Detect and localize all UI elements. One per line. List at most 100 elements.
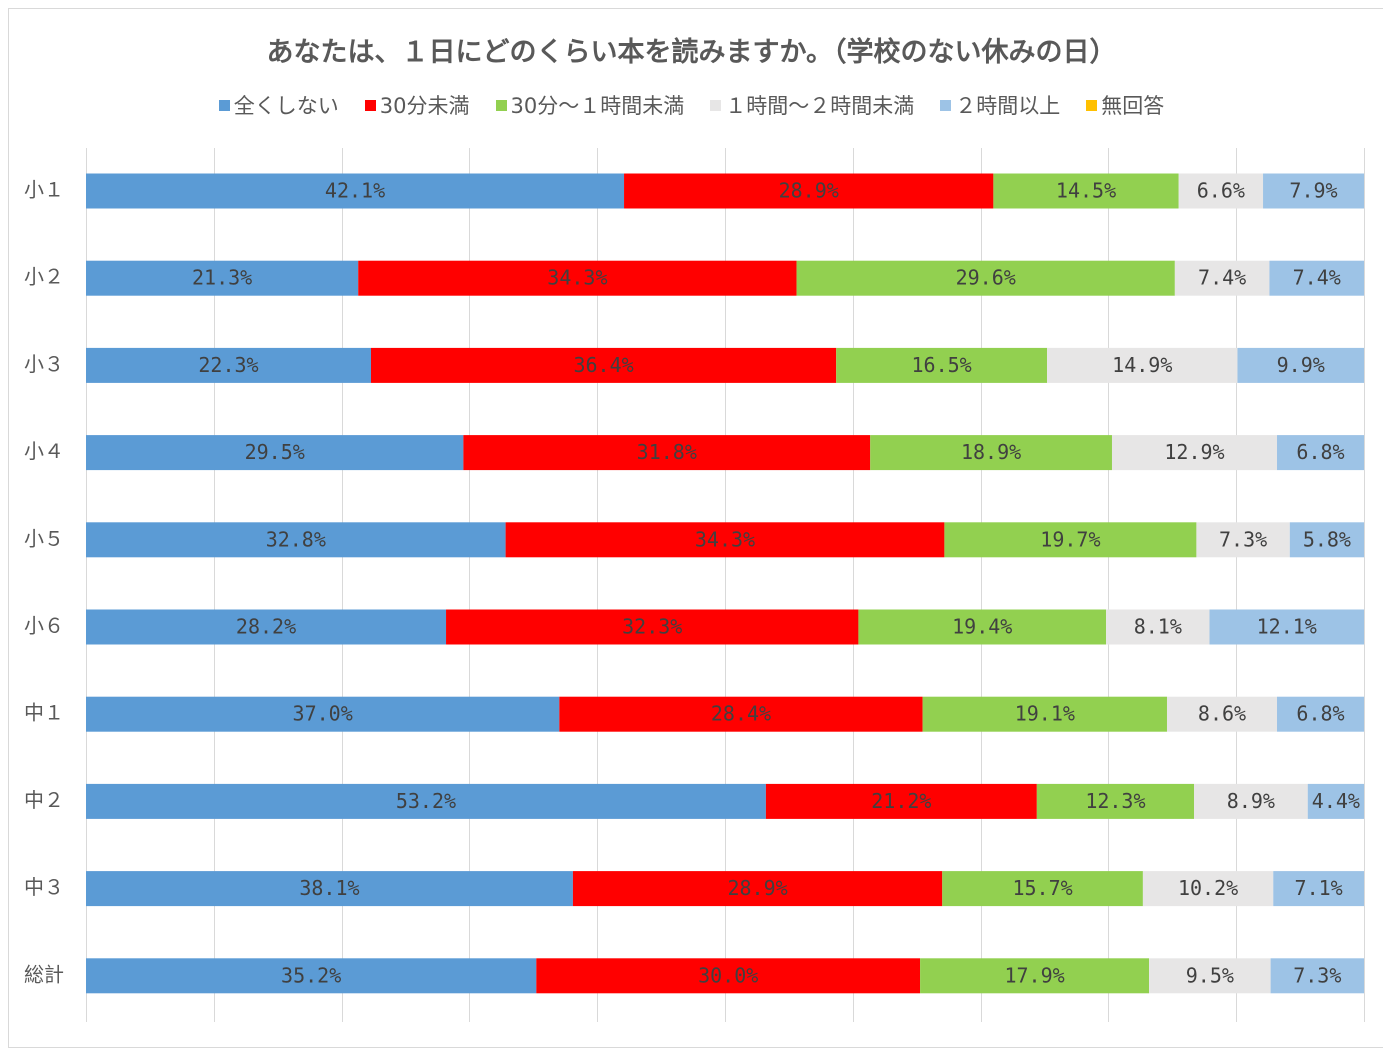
bar-s0-0 bbox=[86, 173, 625, 209]
bar-s1-1 bbox=[358, 260, 797, 296]
bar-s2-5 bbox=[858, 609, 1107, 645]
bar-s1-7 bbox=[765, 783, 1037, 819]
data-label-s1-3: 31.8% bbox=[637, 440, 697, 464]
bar-s3-5 bbox=[1106, 609, 1210, 645]
data-label-s2-8: 15.7% bbox=[1012, 876, 1072, 900]
bar-s3-7 bbox=[1194, 783, 1308, 819]
data-label-s4-7: 4.4% bbox=[1312, 789, 1360, 813]
bar-s1-4 bbox=[505, 522, 945, 558]
bar-s2-3 bbox=[870, 435, 1112, 471]
bar-s2-8 bbox=[942, 871, 1143, 907]
bar-s4-3 bbox=[1277, 435, 1364, 471]
category-label-8: 中３ bbox=[24, 875, 64, 899]
bar-s4-7 bbox=[1307, 783, 1364, 819]
legend: 全くしない 30分未満 30分～１時間未満 １時間～２時間未満 ２時間以上 無回… bbox=[0, 90, 1383, 120]
data-label-s3-5: 8.1% bbox=[1134, 615, 1182, 639]
legend-swatch-30min-1h bbox=[495, 99, 507, 111]
bar-s3-1 bbox=[1174, 260, 1270, 296]
data-label-s1-7: 21.2% bbox=[871, 789, 931, 813]
data-label-s3-8: 10.2% bbox=[1178, 876, 1238, 900]
data-label-s4-6: 6.8% bbox=[1296, 702, 1344, 726]
legend-label-none: 全くしない bbox=[233, 94, 339, 118]
data-label-s0-4: 32.8% bbox=[266, 527, 326, 551]
legend-swatch-none bbox=[218, 99, 230, 111]
category-label-1: 小２ bbox=[24, 265, 64, 289]
chart-title: あなたは、１日にどのくらい本を読みますか。（学校のない休みの日） bbox=[266, 37, 1117, 68]
data-label-s0-1: 21.3% bbox=[192, 266, 252, 290]
bar-s4-0 bbox=[1263, 173, 1364, 209]
bar-s3-2 bbox=[1047, 347, 1238, 383]
bar-s3-9 bbox=[1149, 958, 1271, 994]
legend-item-over-2h: ２時間以上 bbox=[940, 90, 1060, 120]
data-label-s3-2: 14.9% bbox=[1112, 353, 1172, 377]
legend-item-30min-1h: 30分～１時間未満 bbox=[495, 90, 685, 120]
category-label-4: 小５ bbox=[24, 526, 64, 550]
bar-s3-6 bbox=[1166, 696, 1278, 732]
bar-s0-7 bbox=[86, 783, 766, 819]
data-label-s0-9: 35.2% bbox=[281, 963, 341, 987]
legend-label-no-answer: 無回答 bbox=[1101, 94, 1165, 118]
data-label-s4-2: 9.9% bbox=[1277, 353, 1325, 377]
legend-label-over-2h: ２時間以上 bbox=[955, 94, 1061, 118]
data-label-s0-2: 22.3% bbox=[198, 353, 258, 377]
bar-s2-4 bbox=[944, 522, 1197, 558]
category-label-9: 総計 bbox=[24, 962, 64, 986]
data-label-s1-8: 28.9% bbox=[727, 876, 787, 900]
data-label-s2-1: 29.6% bbox=[956, 266, 1016, 290]
data-label-s3-3: 12.9% bbox=[1164, 440, 1224, 464]
category-label-6: 中１ bbox=[24, 701, 64, 725]
data-label-s2-6: 19.1% bbox=[1015, 702, 1075, 726]
data-label-s2-7: 12.3% bbox=[1085, 789, 1145, 813]
data-label-s0-7: 53.2% bbox=[396, 789, 456, 813]
bar-s1-2 bbox=[370, 347, 837, 383]
data-label-s0-8: 38.1% bbox=[299, 876, 359, 900]
bar-s4-6 bbox=[1277, 696, 1364, 732]
bar-s0-8 bbox=[86, 871, 573, 907]
data-label-s2-0: 14.5% bbox=[1056, 179, 1116, 203]
bar-s2-7 bbox=[1036, 783, 1195, 819]
legend-label-under-30min: 30分未満 bbox=[379, 94, 470, 118]
data-label-s4-3: 6.8% bbox=[1296, 440, 1344, 464]
bar-s1-6 bbox=[559, 696, 923, 732]
bar-s3-0 bbox=[1178, 173, 1264, 209]
bar-s0-5 bbox=[86, 609, 447, 645]
legend-item-none: 全くしない bbox=[218, 90, 339, 120]
bar-s2-2 bbox=[836, 347, 1048, 383]
data-label-s3-0: 6.6% bbox=[1197, 179, 1245, 203]
legend-swatch-under-30min bbox=[364, 99, 376, 111]
data-label-s0-0: 42.1% bbox=[325, 179, 385, 203]
data-label-s1-5: 32.3% bbox=[622, 615, 682, 639]
data-label-s0-5: 28.2% bbox=[236, 615, 296, 639]
data-label-s0-6: 37.0% bbox=[293, 702, 353, 726]
bar-s0-2 bbox=[86, 347, 371, 383]
category-label-2: 小３ bbox=[24, 352, 64, 376]
data-label-s2-4: 19.7% bbox=[1040, 527, 1100, 551]
data-label-s3-1: 7.4% bbox=[1198, 266, 1246, 290]
legend-label-30min-1h: 30分～１時間未満 bbox=[510, 94, 685, 118]
bar-s4-2 bbox=[1237, 347, 1364, 383]
data-label-s4-5: 12.1% bbox=[1257, 615, 1317, 639]
data-label-s1-0: 28.9% bbox=[779, 179, 839, 203]
legend-item-no-answer: 無回答 bbox=[1086, 90, 1164, 120]
data-label-s1-1: 34.3% bbox=[547, 266, 607, 290]
data-label-s2-5: 19.4% bbox=[952, 615, 1012, 639]
data-label-s1-2: 36.4% bbox=[573, 353, 633, 377]
bar-s1-8 bbox=[572, 871, 943, 907]
category-label-5: 小６ bbox=[24, 614, 64, 638]
category-label-3: 小４ bbox=[24, 439, 64, 463]
bar-s0-6 bbox=[86, 696, 560, 732]
data-label-s1-9: 30.0% bbox=[698, 963, 758, 987]
data-label-s4-4: 5.8% bbox=[1303, 527, 1351, 551]
bar-s0-3 bbox=[86, 435, 464, 471]
bar-s0-4 bbox=[86, 522, 506, 558]
bar-s2-1 bbox=[796, 260, 1175, 296]
bar-s3-4 bbox=[1196, 522, 1290, 558]
data-label-s4-1: 7.4% bbox=[1293, 266, 1341, 290]
data-label-s4-9: 7.3% bbox=[1293, 963, 1341, 987]
legend-label-1h-2h: １時間～２時間未満 bbox=[725, 94, 915, 118]
bar-s1-0 bbox=[624, 173, 994, 209]
data-label-s1-6: 28.4% bbox=[711, 702, 771, 726]
data-label-s4-8: 7.1% bbox=[1295, 876, 1343, 900]
legend-swatch-over-2h bbox=[940, 99, 952, 111]
